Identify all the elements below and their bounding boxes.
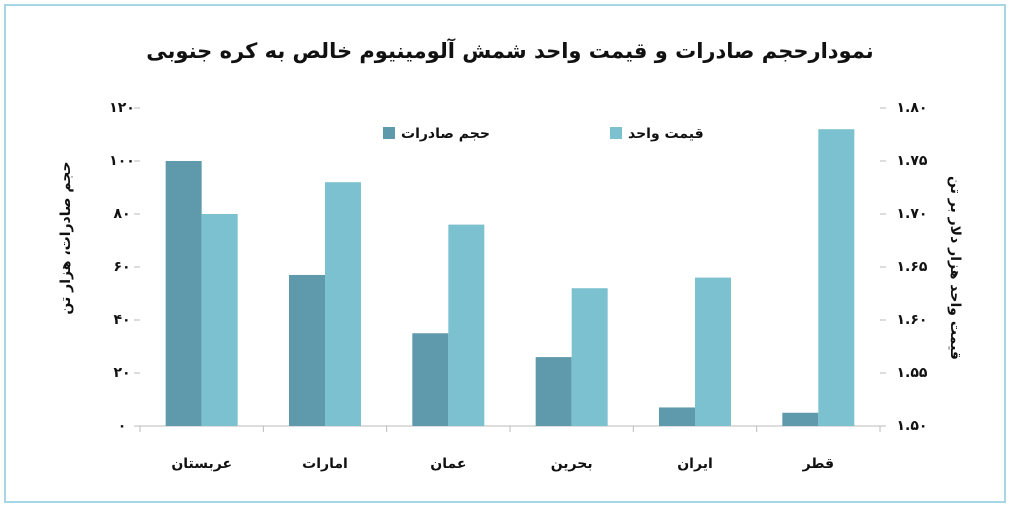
y2-tick-label: ۱.۶۵ xyxy=(897,259,928,275)
bar xyxy=(659,407,695,426)
y2-tick-label: ۱.۵۰ xyxy=(897,418,928,434)
y-tick-label: ۸۰ xyxy=(113,206,130,222)
y-tick-label: ۰ xyxy=(118,418,127,434)
bar xyxy=(818,129,855,426)
x-tick-label: عمان xyxy=(430,456,466,472)
y2-tick-label: ۱.۷۵ xyxy=(897,153,928,169)
y-tick-label: ۱۲۰ xyxy=(109,100,135,116)
x-tick-label: قطر xyxy=(802,456,835,472)
bar xyxy=(165,161,202,426)
legend-swatch xyxy=(383,127,395,139)
legend-label: قیمت واحد xyxy=(628,126,704,142)
y-tick-label: ۶۰ xyxy=(113,259,130,275)
y-tick-label: ۴۰ xyxy=(113,312,130,328)
y-axis-label: حجم صادرات، هزار تن xyxy=(58,161,74,314)
x-tick-label: عربستان xyxy=(171,456,232,472)
legend-swatch xyxy=(610,127,622,139)
bar xyxy=(571,288,608,426)
bar xyxy=(448,224,485,426)
y2-tick-label: ۱.۶۰ xyxy=(897,312,928,328)
y-tick-label: ۱۰۰ xyxy=(109,153,135,169)
y-tick-label: ۲۰ xyxy=(113,365,130,381)
y2-tick-label: ۱.۸۰ xyxy=(897,100,928,116)
bar xyxy=(535,357,572,426)
x-tick-label: امارات xyxy=(302,456,348,472)
bar xyxy=(782,412,819,426)
bar xyxy=(412,333,449,426)
bar xyxy=(201,214,238,426)
chart-frame xyxy=(4,4,1006,503)
bar xyxy=(325,182,361,426)
legend-label: حجم صادرات xyxy=(401,126,490,142)
y2-axis-label: قیمت واحد هزار دلار بر تن xyxy=(947,176,963,360)
y2-tick-label: ۱.۷۰ xyxy=(897,206,928,222)
chart-title: نمودارحجم صادرات و قیمت واحد شمش آلومینی… xyxy=(146,38,873,63)
x-tick-label: بحرین xyxy=(551,456,593,472)
bar xyxy=(695,277,731,426)
bar xyxy=(289,274,325,426)
x-tick-label: ایران xyxy=(677,456,713,472)
y2-tick-label: ۱.۵۵ xyxy=(897,365,928,381)
